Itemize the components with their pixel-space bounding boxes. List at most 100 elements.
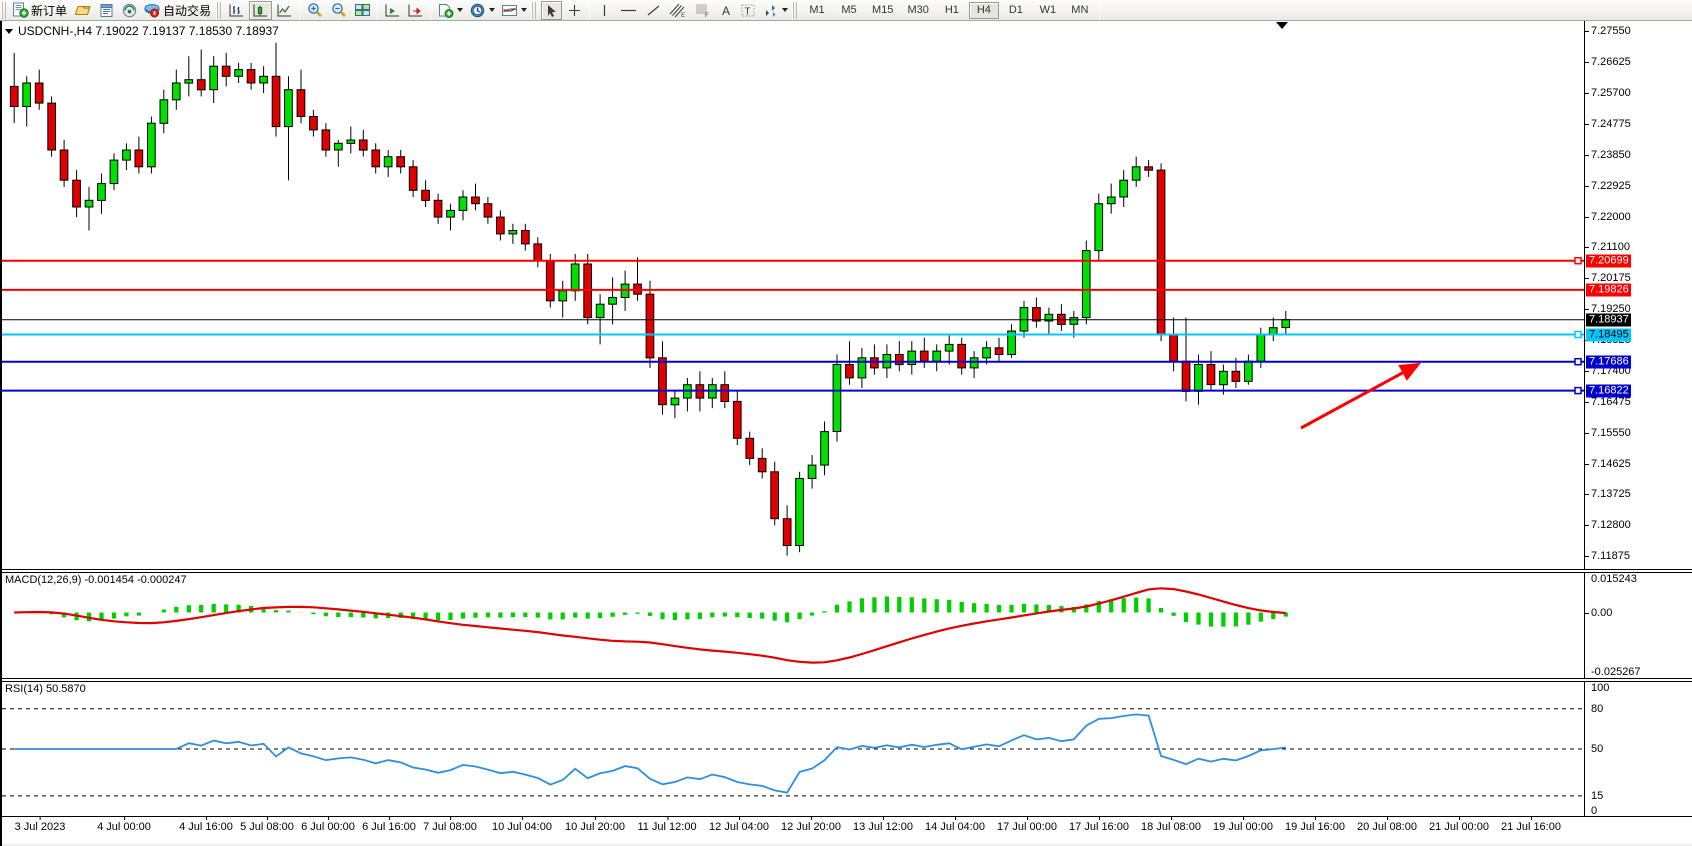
time-axis[interactable]: 3 Jul 2023 4 Jul 00:00 4 Jul 16:00 5 Jul 08… (2, 816, 1692, 840)
indicators-button[interactable] (499, 1, 529, 20)
vertical-line-tool-button[interactable] (594, 1, 614, 20)
resistance-2-tag[interactable]: 7.19826 (1586, 283, 1631, 297)
macd-tick: 0.015243 (1591, 573, 1637, 585)
timeframe-m30[interactable]: M30 (907, 4, 929, 16)
support-2-tag[interactable]: 7.16822 (1586, 384, 1631, 398)
zoom-in-button[interactable] (304, 1, 326, 20)
line-chart-button[interactable] (274, 1, 295, 20)
zoom-out-icon (332, 3, 346, 17)
toolbar-separator-3 (430, 1, 432, 19)
macd-tick: 0.00 (1585, 607, 1612, 619)
time-tick-label: 3 Jul 2023 (14, 816, 66, 833)
chart-autoscroll-button[interactable] (405, 1, 426, 20)
new-chart-button[interactable] (435, 1, 465, 20)
period-caret-icon[interactable] (489, 8, 496, 12)
equidistant-channel-tool-button[interactable]: E (666, 1, 689, 20)
timeframe-m5[interactable]: M5 (841, 4, 857, 16)
trendline-tool-button[interactable] (643, 1, 664, 20)
toolbar-grip-4[interactable] (792, 1, 800, 19)
time-tick-label: 17 Jul 00:00 (997, 816, 1057, 833)
text-letter-icon: A (722, 4, 730, 18)
toolbar-separator-4 (589, 1, 591, 19)
fibonacci-tool-button[interactable]: F (691, 1, 714, 20)
new-order-button[interactable]: 新订单 (11, 1, 70, 20)
network-status-button[interactable] (119, 1, 140, 20)
time-tick-label: 19 Jul 00:00 (1213, 816, 1273, 833)
timeframe-m15[interactable]: M15 (872, 4, 894, 16)
period-button[interactable] (467, 1, 497, 20)
cursor-tool-button[interactable] (541, 0, 563, 20)
main-toolbar: 新订单 (0, 0, 1692, 21)
auto-trading-icon (144, 3, 160, 17)
new-chart-caret-icon[interactable] (457, 8, 464, 12)
support-1-tag[interactable]: 7.17686 (1586, 355, 1631, 369)
macd-axis: 0.015243 0.00 -0.025267 (1584, 573, 1692, 678)
clock-icon (470, 3, 485, 17)
time-tick-label: 4 Jul 00:00 (97, 816, 151, 833)
price-tick: 7.14625 (1585, 458, 1631, 470)
metaeditor-icon (100, 3, 113, 17)
macd-indicator-label[interactable]: MACD(12,26,9) -0.001454 -0.000247 (5, 574, 187, 586)
fibonacci-icon: F (696, 4, 709, 18)
chart-annotations[interactable] (2, 21, 1584, 569)
price-axis[interactable]: 7.27550 7.26625 7.25700 7.24775 7.23850 7.229… (1584, 21, 1692, 569)
chart-shift-button[interactable] (382, 1, 403, 20)
timeframe-h4[interactable]: H4 (968, 1, 999, 19)
chart-header[interactable]: USDCNH-,H4 7.19022 7.19137 7.18530 7.189… (5, 24, 279, 38)
time-tick-label: 7 Jul 08:00 (423, 816, 477, 833)
price-tick: 7.26625 (1585, 56, 1631, 68)
chart-window[interactable]: USDCNH-,H4 7.19022 7.19137 7.18530 7.189… (0, 21, 1692, 846)
bid-line-tag[interactable]: 7.18495 (1586, 328, 1631, 342)
toolbar-grip-2[interactable] (216, 1, 224, 19)
text-label-tool-button[interactable]: T (738, 1, 758, 20)
time-tick-label: 21 Jul 00:00 (1429, 816, 1489, 833)
timeframe-mn[interactable]: MN (1071, 4, 1089, 16)
toolbar-separator-5 (1098, 1, 1100, 19)
macd-pane[interactable]: MACD(12,26,9) -0.001454 -0.000247 (2, 573, 1584, 678)
time-tick-label: 6 Jul 16:00 (362, 816, 416, 833)
folder-yellow-icon (74, 5, 91, 15)
price-tick: 7.17400 (1585, 365, 1631, 377)
chart-menu-triangle-icon[interactable] (5, 28, 13, 34)
horizontal-line-tool-button[interactable] (616, 1, 641, 20)
zoom-out-button[interactable] (328, 1, 350, 20)
toolbar-grip-1[interactable] (1, 1, 8, 19)
time-tick-label: 20 Jul 08:00 (1357, 816, 1417, 833)
expert-advisor-button[interactable] (72, 1, 94, 20)
indicators-caret-icon[interactable] (521, 8, 528, 12)
toolbar-grip-3[interactable] (531, 1, 539, 19)
rsi-pane[interactable]: RSI(14) 50.5870 (2, 682, 1584, 816)
arrows-tool-button[interactable] (760, 1, 790, 20)
time-tick-label: 19 Jul 16:00 (1285, 816, 1345, 833)
price-tick: 7.21100 (1585, 241, 1630, 253)
current-price-tag[interactable]: 7.18937 (1586, 313, 1631, 327)
time-tick-label: 10 Jul 04:00 (492, 816, 552, 833)
candlestick-chart-button[interactable] (249, 0, 273, 20)
arrows-shapes-icon (766, 4, 776, 17)
time-tick-label: 14 Jul 04:00 (925, 816, 985, 833)
tile-windows-button[interactable] (352, 1, 373, 20)
crosshair-tool-button[interactable] (564, 1, 585, 20)
horizontal-scrollbar[interactable] (2, 844, 1692, 846)
timeframe-h1[interactable]: H1 (944, 4, 959, 16)
toolbar-separator-2 (377, 1, 379, 19)
horizontal-line-icon (621, 9, 637, 11)
rsi-indicator-label[interactable]: RSI(14) 50.5870 (5, 683, 86, 695)
text-tool-button[interactable]: A (716, 1, 736, 20)
rsi-tick: 80 (1591, 702, 1604, 715)
arrows-caret-icon[interactable] (782, 8, 789, 12)
price-tick: 7.19250 (1585, 303, 1631, 315)
price-pane[interactable] (2, 21, 1584, 569)
timeframe-m1[interactable]: M1 (809, 4, 825, 16)
timeframe-w1[interactable]: W1 (1039, 4, 1057, 16)
timeframe-d1[interactable]: D1 (1008, 4, 1023, 16)
candlestick-chart-icon (253, 4, 268, 16)
resistance-1-tag[interactable]: 7.20699 (1586, 254, 1631, 268)
price-candles (9, 42, 1291, 556)
bar-chart-button[interactable] (226, 1, 247, 20)
auto-trading-button[interactable]: 自动交易 (142, 1, 214, 20)
metaeditor-button[interactable] (96, 1, 117, 20)
time-tick-label: 11 Jul 12:00 (637, 816, 697, 833)
pane-collapse-triangle-icon[interactable] (1276, 22, 1288, 29)
chart-autoscroll-icon (408, 4, 423, 16)
